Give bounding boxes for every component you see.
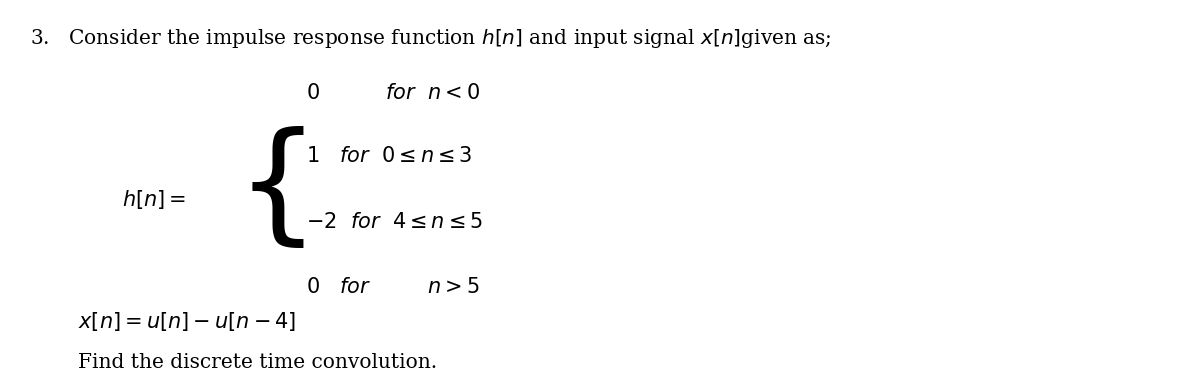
Text: $x[n] = u[n] - u[n-4]$: $x[n] = u[n] - u[n-4]$ (78, 310, 296, 332)
Text: Find the discrete time convolution.: Find the discrete time convolution. (78, 353, 437, 372)
Text: $-2$  $for$  $4 \leq n \leq 5$: $-2$ $for$ $4 \leq n \leq 5$ (306, 212, 484, 232)
Text: $1$   $for$  $0 \leq n \leq 3$: $1$ $for$ $0 \leq n \leq 3$ (306, 146, 473, 166)
Text: $h[n] =$: $h[n] =$ (122, 188, 186, 211)
Text: $\{$: $\{$ (235, 125, 305, 255)
Text: $0$          $for$  $n < 0$: $0$ $for$ $n < 0$ (306, 83, 480, 103)
Text: $0$   $for$         $n > 5$: $0$ $for$ $n > 5$ (306, 277, 480, 297)
Text: 3.   Consider the impulse response function $h[n]$ and input signal $x[n]$given : 3. Consider the impulse response functio… (30, 27, 832, 50)
